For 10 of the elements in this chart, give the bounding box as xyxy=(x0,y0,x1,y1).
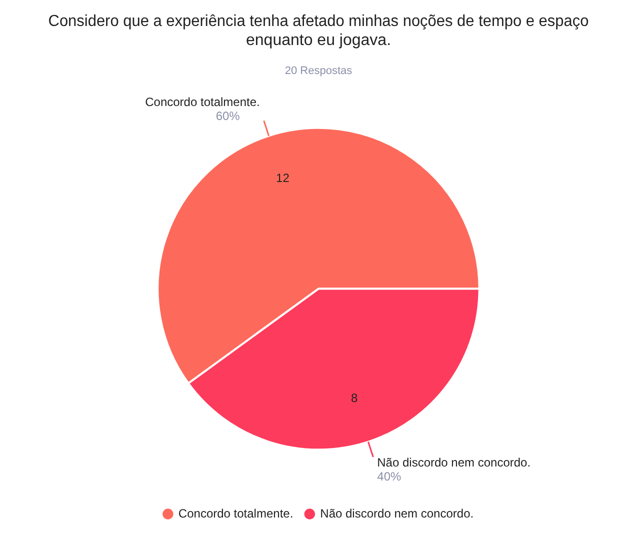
data-label: 12 xyxy=(276,170,290,185)
chart-title: Considero que a experiência tenha afetado minhas noções de tempo e espaço enquanto eu jogava. xyxy=(48,12,589,50)
chart-subtitle: 20 Respostas xyxy=(284,65,353,78)
text: 40% xyxy=(377,469,402,484)
slice-label: Não discordo nem concordo. xyxy=(377,455,531,470)
slice-label: Concordo totalmente. xyxy=(145,94,260,109)
legend-label: Não discordo nem concordo. xyxy=(320,506,474,520)
text: 60% xyxy=(216,108,240,123)
data-label: 8 xyxy=(350,391,358,406)
legend-label: Concordo totalmente. xyxy=(178,506,294,520)
